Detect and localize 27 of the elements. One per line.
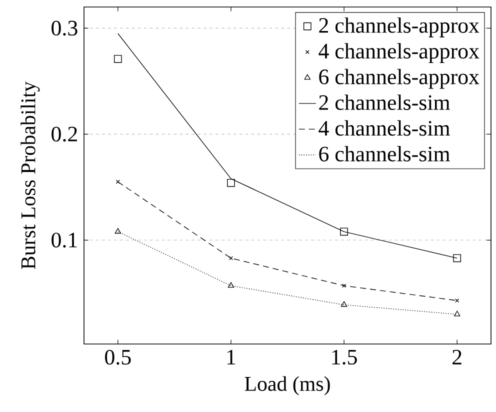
point bbox=[342, 284, 346, 288]
point bbox=[340, 301, 348, 307]
x-tick-label: 1 bbox=[227, 350, 236, 364]
point bbox=[228, 282, 234, 288]
point bbox=[340, 228, 348, 236]
point bbox=[228, 256, 234, 260]
y-axis-title: Burst Loss Probability bbox=[20, 81, 40, 270]
legend-label: 4 channels-approx bbox=[318, 43, 480, 64]
legend-label: 6 channels-approx bbox=[319, 68, 480, 89]
point bbox=[453, 254, 462, 262]
point bbox=[114, 228, 122, 234]
x-tick-label: 1.5 bbox=[332, 350, 357, 365]
x-tick-label: 0.5 bbox=[105, 350, 131, 365]
legend-label: 2 channels-sim bbox=[319, 94, 450, 110]
point bbox=[114, 54, 122, 63]
legend-label: 6 channels-sim bbox=[319, 146, 450, 162]
legend-label: 4 channels-sim bbox=[318, 120, 450, 136]
point bbox=[454, 310, 460, 316]
point bbox=[227, 178, 235, 187]
x-axis-title: Load (ms) bbox=[244, 376, 330, 396]
point bbox=[116, 180, 120, 184]
x-tick-label: 2 bbox=[452, 350, 462, 364]
y-tick-label: 0.3 bbox=[52, 20, 78, 36]
point bbox=[455, 298, 460, 303]
y-tick-label: 0.1 bbox=[52, 232, 77, 248]
legend-label: 2 channels-approx bbox=[319, 17, 480, 38]
y-tick-label: 0.2 bbox=[52, 126, 77, 142]
